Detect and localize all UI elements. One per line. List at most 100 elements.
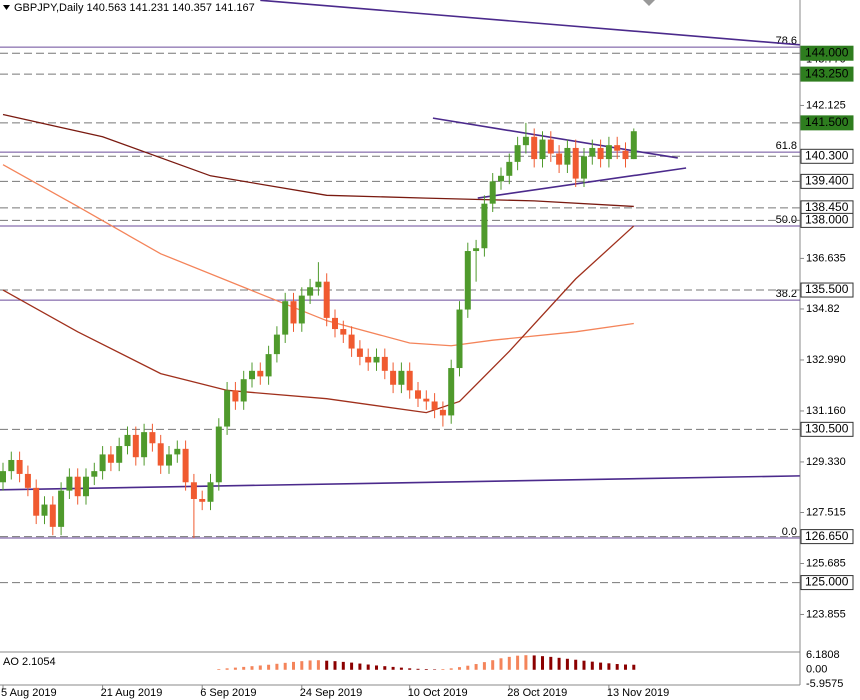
moving-average (2, 225, 635, 414)
ao-bar (532, 655, 536, 670)
candle-body (107, 454, 114, 463)
ao-bar (582, 660, 586, 670)
ao-bar (358, 663, 362, 670)
candle-body (215, 426, 222, 483)
candle-body (240, 379, 247, 402)
x-tick-label: 10 Oct 2019 (408, 687, 468, 699)
ao-bar (366, 664, 370, 670)
chart-title: GBPJPY,Daily 140.563 141.231 140.357 141… (14, 2, 255, 14)
candle-body (340, 329, 347, 335)
candle-body (83, 476, 89, 497)
ao-bar (458, 667, 461, 670)
candle-body (398, 370, 405, 385)
ao-bar (466, 665, 470, 670)
y-tick-label: 131.160 (806, 405, 846, 417)
candle-body (273, 334, 280, 355)
x-tick-label: 6 Sep 2019 (200, 687, 256, 699)
candle-body (498, 175, 504, 182)
ao-bar (424, 669, 428, 670)
plot-area (0, 0, 800, 650)
candle-body (74, 476, 81, 497)
level-box (800, 173, 854, 189)
candle-body (332, 317, 338, 330)
candle-body (614, 145, 621, 151)
candle-body (0, 471, 6, 483)
ao-bar (217, 669, 221, 670)
candle-body (24, 473, 31, 488)
ao-bar (482, 662, 486, 670)
ao-bar (408, 668, 412, 670)
candle-body (489, 181, 496, 204)
level-label: 135.500 (805, 282, 849, 296)
level-label: 139.400 (805, 174, 849, 188)
fib-label: 61.8 (776, 140, 797, 152)
x-tick-label: 21 Aug 2019 (101, 687, 163, 699)
ao-bar (615, 664, 619, 670)
candle-body (290, 301, 297, 324)
candle-body (166, 454, 172, 466)
candle-body (99, 454, 106, 472)
ao-title: AO 2.1054 (3, 656, 56, 668)
ao-bar (375, 665, 378, 670)
x-tick-label: 13 Nov 2019 (607, 687, 669, 699)
level-box (800, 148, 854, 164)
level-label: 143.250 (805, 66, 849, 80)
fib-label: 0.0 (782, 526, 797, 538)
candle-body (381, 356, 388, 371)
y-tick-label: 123.855 (806, 608, 846, 620)
candle-body (622, 150, 629, 160)
fib-label: 50.0 (776, 214, 797, 226)
candle-body (431, 401, 438, 410)
level-box (800, 212, 854, 228)
candle-body (539, 139, 546, 160)
level-label: 138.450 (805, 200, 849, 214)
ao-bar (449, 668, 453, 670)
ao-bar (491, 660, 495, 670)
candle-body (116, 446, 123, 463)
ao-bar (292, 661, 295, 670)
ao-bar (474, 664, 478, 670)
candle-body (373, 356, 380, 363)
ao-bar (541, 656, 544, 670)
y-tick-label: 136.635 (806, 252, 846, 264)
ao-bar (565, 658, 569, 670)
ao-bar (607, 663, 611, 670)
ao-bar (599, 662, 603, 670)
candle-body (199, 498, 206, 502)
fib-label: 38.2 (776, 288, 797, 300)
ao-tick-label: 6.1808 (806, 649, 840, 661)
candle-body (531, 136, 538, 160)
menu-arrow (3, 5, 10, 10)
ao-tick-label: -5.9575 (806, 678, 843, 690)
ao-bar (250, 666, 254, 670)
y-tick-label: 129.330 (806, 456, 846, 468)
level-box (800, 45, 854, 61)
candle-body (66, 476, 73, 491)
ao-bar (507, 656, 511, 670)
fib-label: 78.6 (776, 35, 797, 47)
candle-body (556, 153, 563, 165)
candle-body (249, 370, 255, 380)
candle-body (581, 156, 587, 179)
ao-bar (283, 662, 287, 670)
ao-bar (341, 661, 345, 670)
candle-body (572, 147, 579, 179)
candle-body (439, 409, 446, 416)
candle-body (257, 370, 264, 377)
ao-bar (233, 667, 237, 670)
level-label: 138.000 (805, 213, 849, 227)
candle-body (423, 398, 430, 402)
candle-body (41, 504, 48, 516)
candle-body (174, 448, 181, 455)
ao-bar (383, 666, 387, 670)
ao-bar (258, 665, 262, 670)
candle-body (16, 459, 23, 474)
candle-body (207, 482, 214, 502)
candle-body (506, 161, 513, 176)
ao-bar (516, 655, 520, 670)
candle-body (514, 145, 521, 162)
level-box (800, 115, 854, 131)
candle-body (91, 471, 98, 477)
ao-tick-label: 0.00 (806, 664, 827, 676)
ao-bar (399, 667, 403, 670)
